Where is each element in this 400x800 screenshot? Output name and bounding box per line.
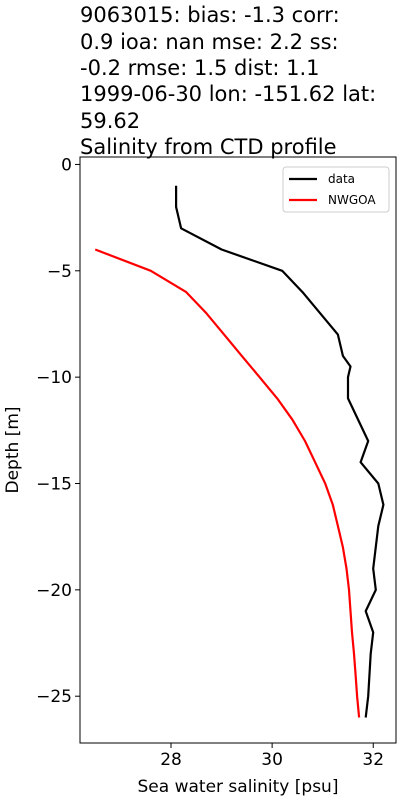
y-tick-label: −20 — [36, 581, 72, 601]
y-tick-label: −10 — [36, 368, 72, 388]
y-tick-label: 0 — [61, 155, 72, 175]
chart-title-line: 59.62 — [80, 109, 140, 133]
chart-title-line: 1999-06-30 lon: -151.62 lat: — [80, 82, 376, 106]
x-tick-label: 28 — [160, 750, 182, 770]
y-tick-label: −15 — [36, 475, 72, 495]
legend-label: NWGOA — [328, 193, 376, 207]
x-axis-label: Sea water salinity [psu] — [138, 777, 339, 797]
chart-title-line: 9063015: bias: -1.3 corr: — [80, 3, 340, 27]
y-tick-label: −25 — [36, 687, 72, 707]
chart-title-line: -0.2 rmse: 1.5 dist: 1.1 — [80, 56, 320, 80]
x-tick-label: 30 — [261, 750, 283, 770]
y-axis-label: Depth [m] — [3, 406, 23, 493]
chart-title-line: 0.9 ioa: nan mse: 2.2 ss: — [80, 30, 339, 54]
y-tick-label: −5 — [47, 262, 72, 282]
series-line-data — [175, 185, 385, 718]
plot-frame — [79, 156, 397, 744]
chart-title-line: Salinity from CTD profile — [80, 135, 337, 159]
legend-label: data — [328, 172, 355, 186]
x-tick-label: 32 — [362, 750, 384, 770]
series-line-nwgoa — [94, 248, 361, 718]
